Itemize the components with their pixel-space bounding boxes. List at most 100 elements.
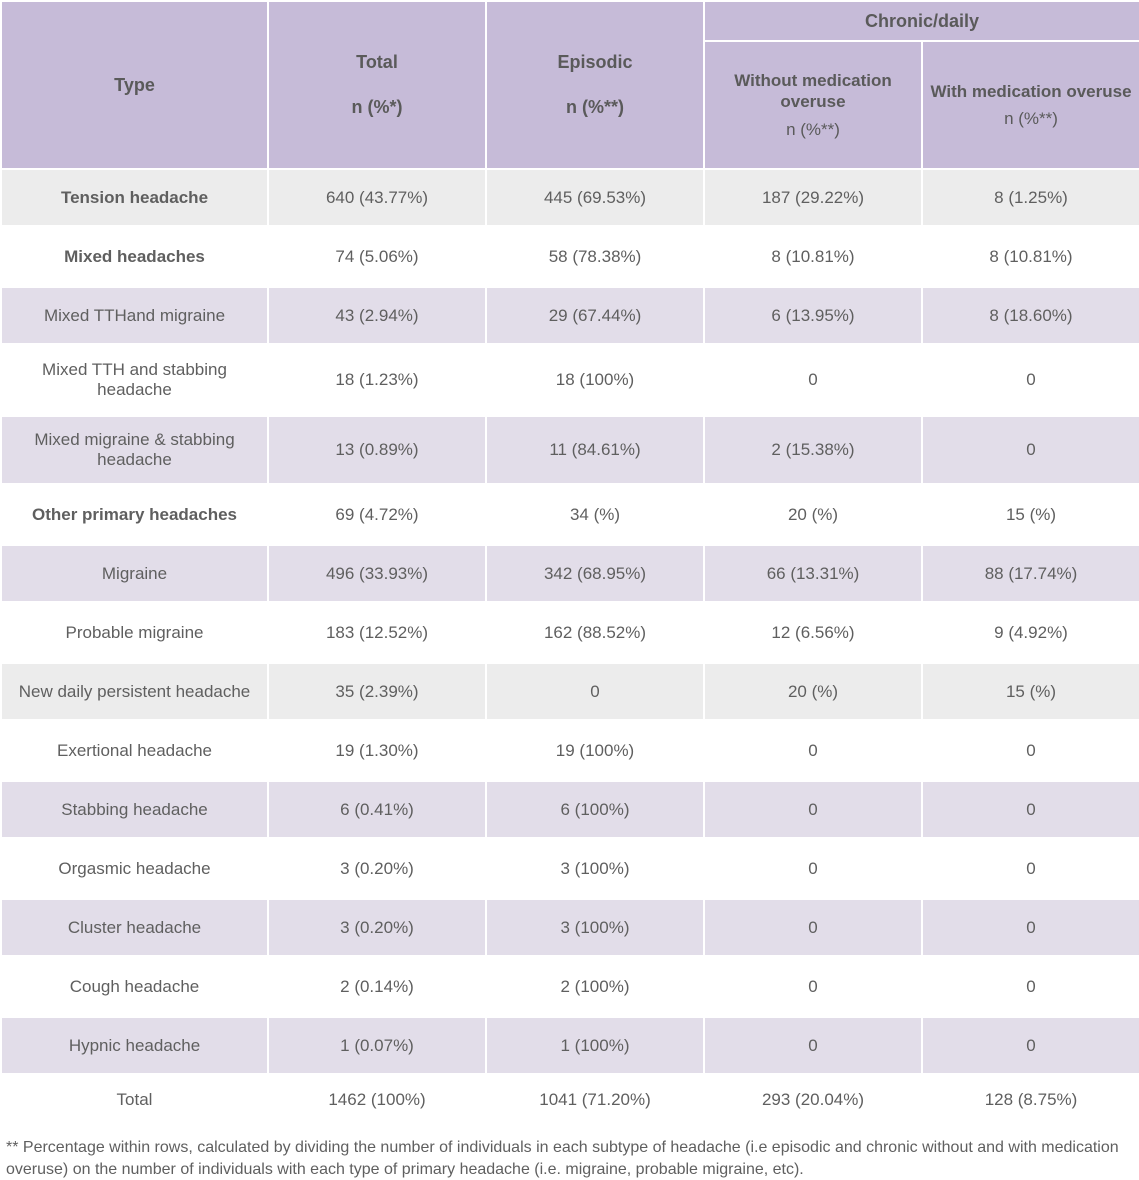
cell-episodic: 11 (84.61%) [486, 415, 704, 485]
cell-episodic: 1 (100%) [486, 1016, 704, 1075]
cell-episodic: 162 (88.52%) [486, 603, 704, 662]
cell-without: 66 (13.31%) [704, 544, 922, 603]
cell-total: 1 (0.07%) [268, 1016, 486, 1075]
cell-without: 20 (%) [704, 662, 922, 721]
cell-without: 0 [704, 345, 922, 415]
table-row: Hypnic headache1 (0.07%)1 (100%)00 [1, 1016, 1139, 1075]
cell-with: 0 [922, 839, 1139, 898]
cell-type: Hypnic headache [1, 1016, 268, 1075]
cell-episodic: 445 (69.53%) [486, 169, 704, 227]
cell-without: 6 (13.95%) [704, 286, 922, 345]
cell-without: 20 (%) [704, 485, 922, 544]
cell-without: 0 [704, 839, 922, 898]
cell-total: 3 (0.20%) [268, 898, 486, 957]
cell-total: 35 (2.39%) [268, 662, 486, 721]
table-row: Mixed migraine & stabbing headache13 (0.… [1, 415, 1139, 485]
col-header-episodic: Episodic n (%**) [486, 1, 704, 169]
cell-episodic: 6 (100%) [486, 780, 704, 839]
cell-without: 12 (6.56%) [704, 603, 922, 662]
cell-without: 0 [704, 780, 922, 839]
cell-total: 3 (0.20%) [268, 839, 486, 898]
cell-type: Mixed headaches [1, 227, 268, 286]
cell-without: 0 [704, 957, 922, 1016]
cell-without: 8 (10.81%) [704, 227, 922, 286]
cell-total: 69 (4.72%) [268, 485, 486, 544]
cell-with: 15 (%) [922, 662, 1139, 721]
col-header-type: Type [1, 1, 268, 169]
cell-total: 183 (12.52%) [268, 603, 486, 662]
cell-without: 187 (29.22%) [704, 169, 922, 227]
col-units: n (%**) [705, 119, 921, 140]
cell-type: Probable migraine [1, 603, 268, 662]
cell-episodic: 19 (100%) [486, 721, 704, 780]
cell-with: 0 [922, 1016, 1139, 1075]
table-row: Mixed headaches74 (5.06%)58 (78.38%)8 (1… [1, 227, 1139, 286]
cell-with: 0 [922, 721, 1139, 780]
cell-without: 2 (15.38%) [704, 415, 922, 485]
cell-with: 0 [922, 415, 1139, 485]
cell-with: 8 (1.25%) [922, 169, 1139, 227]
table-row: Orgasmic headache3 (0.20%)3 (100%)00 [1, 839, 1139, 898]
col-header-without: Without medication overuse n (%**) [704, 41, 922, 169]
table-row: Probable migraine183 (12.52%)162 (88.52%… [1, 603, 1139, 662]
cell-with: 8 (18.60%) [922, 286, 1139, 345]
cell-type: Exertional headache [1, 721, 268, 780]
table-row: Exertional headache19 (1.30%)19 (100%)00 [1, 721, 1139, 780]
cell-type: Mixed TTH and stabbing headache [1, 345, 268, 415]
cell-type: Mixed migraine & stabbing headache [1, 415, 268, 485]
cell-total: 74 (5.06%) [268, 227, 486, 286]
table-row: New daily persistent headache35 (2.39%)0… [1, 662, 1139, 721]
cell-episodic: 58 (78.38%) [486, 227, 704, 286]
cell-with: 0 [922, 780, 1139, 839]
table-header: Type Total n (%*) Episodic n (%**) Chron… [1, 1, 1139, 169]
footnote: ** Percentage within rows, calculated by… [0, 1123, 1139, 1180]
table-body: Tension headache640 (43.77%)445 (69.53%)… [1, 169, 1139, 1123]
cell-total: 13 (0.89%) [268, 415, 486, 485]
cell-with: 9 (4.92%) [922, 603, 1139, 662]
col-header-total: Total n (%*) [268, 1, 486, 169]
cell-type: Stabbing headache [1, 780, 268, 839]
cell-total: 6 (0.41%) [268, 780, 486, 839]
cell-without: 0 [704, 721, 922, 780]
cell-total: 43 (2.94%) [268, 286, 486, 345]
cell-total: 496 (33.93%) [268, 544, 486, 603]
cell-episodic: 3 (100%) [486, 839, 704, 898]
table-row: Cough headache2 (0.14%)2 (100%)00 [1, 957, 1139, 1016]
cell-without: 0 [704, 898, 922, 957]
col-title: Episodic [557, 52, 632, 72]
table-container: Type Total n (%*) Episodic n (%**) Chron… [0, 0, 1139, 1180]
cell-type: Mixed TTHand migraine [1, 286, 268, 345]
cell-without: 0 [704, 1016, 922, 1075]
col-title: Total [356, 52, 398, 72]
cell-episodic: 0 [486, 662, 704, 721]
cell-episodic: 34 (%) [486, 485, 704, 544]
cell-with: 8 (10.81%) [922, 227, 1139, 286]
col-title: Without medication overuse [734, 71, 892, 111]
table-row: Other primary headaches69 (4.72%)34 (%)2… [1, 485, 1139, 544]
cell-with: 0 [922, 345, 1139, 415]
col-units: n (%*) [352, 97, 403, 117]
col-units: n (%**) [566, 97, 624, 117]
table-row: Mixed TTHand migraine43 (2.94%)29 (67.44… [1, 286, 1139, 345]
cell-episodic: 342 (68.95%) [486, 544, 704, 603]
cell-with: 88 (17.74%) [922, 544, 1139, 603]
cell-type: New daily persistent headache [1, 662, 268, 721]
cell-total: 640 (43.77%) [268, 169, 486, 227]
cell-type: Other primary headaches [1, 485, 268, 544]
cell-with: 15 (%) [922, 485, 1139, 544]
cell-episodic: 2 (100%) [486, 957, 704, 1016]
cell-episodic: 3 (100%) [486, 898, 704, 957]
table-row: Migraine496 (33.93%)342 (68.95%)66 (13.3… [1, 544, 1139, 603]
cell-type: Migraine [1, 544, 268, 603]
col-title: With medication overuse [930, 82, 1131, 101]
table-row: Mixed TTH and stabbing headache18 (1.23%… [1, 345, 1139, 415]
table-row: Tension headache640 (43.77%)445 (69.53%)… [1, 169, 1139, 227]
table-row: Cluster headache3 (0.20%)3 (100%)00 [1, 898, 1139, 957]
headache-table: Type Total n (%*) Episodic n (%**) Chron… [0, 0, 1139, 1123]
cell-type: Orgasmic headache [1, 839, 268, 898]
cell-total: 19 (1.30%) [268, 721, 486, 780]
cell-episodic: 29 (67.44%) [486, 286, 704, 345]
col-header-with: With medication overuse n (%**) [922, 41, 1139, 169]
col-title: Type [114, 75, 155, 95]
col-units: n (%**) [923, 108, 1139, 129]
